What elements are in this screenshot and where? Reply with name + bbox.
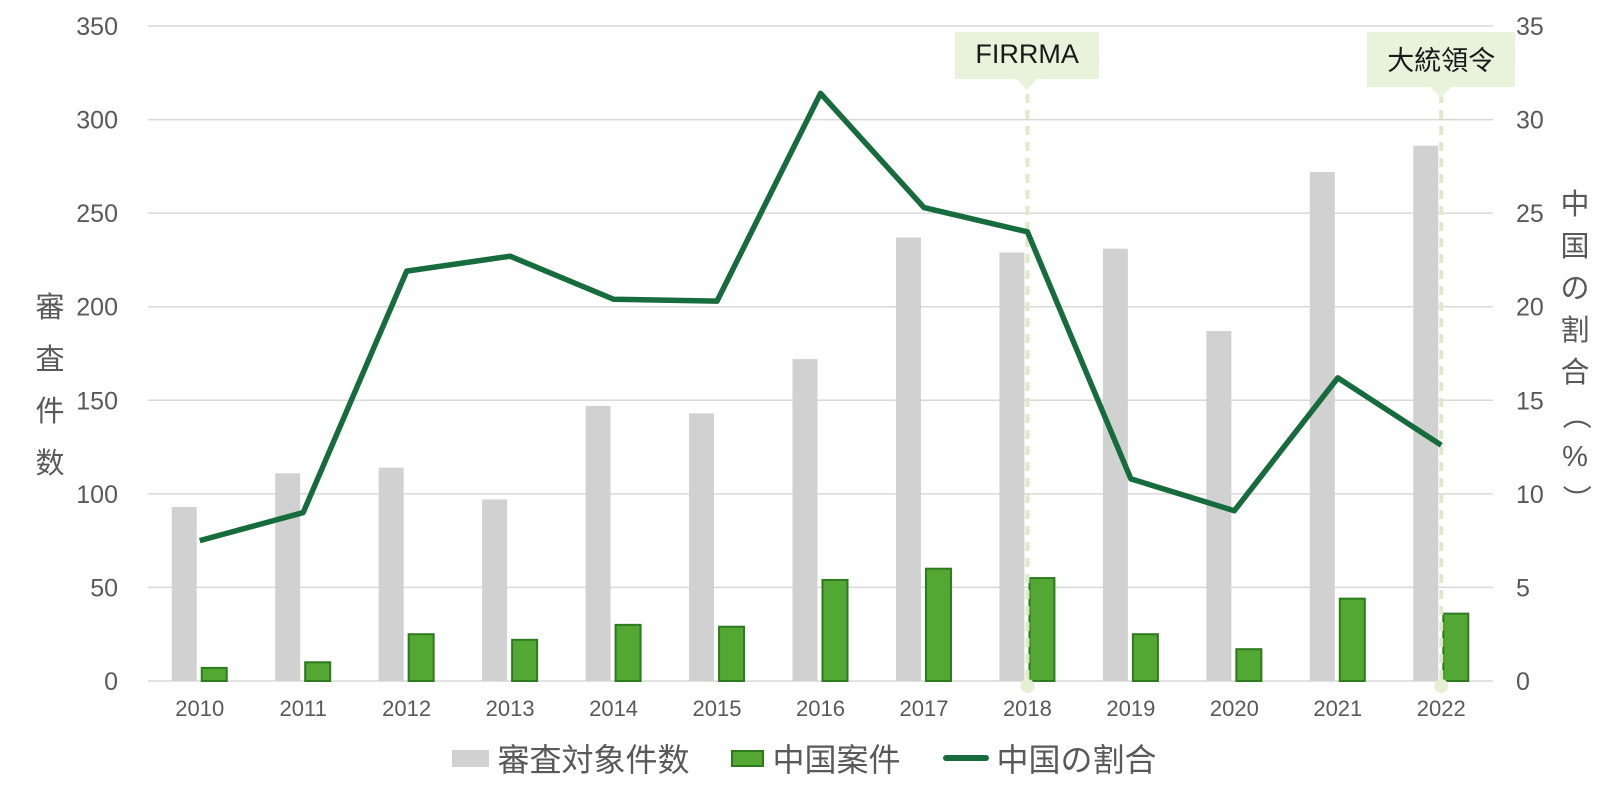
bar-reviewed-cases [1309, 171, 1335, 681]
left-axis-tick-label: 250 [76, 200, 118, 228]
bar-china-cases [614, 623, 642, 682]
bar-reviewed-cases [275, 473, 301, 681]
bar-china-cases [718, 625, 746, 683]
line-china-share [199, 90, 1443, 544]
x-axis-year-label: 2012 [382, 696, 431, 721]
x-axis-year-label: 2013 [486, 696, 535, 721]
legend-item-china-share: 中国の割合 [942, 735, 1157, 781]
bar-reviewed-cases [482, 499, 508, 681]
bar-reviewed-cases [792, 359, 818, 681]
bar-reviewed-cases [689, 413, 715, 681]
x-axis-year-label: 2017 [899, 696, 948, 721]
x-axis-year-label: 2015 [693, 696, 742, 721]
legend-item-china-cases: 中国案件 [731, 735, 901, 781]
axis-title-char: の [1560, 273, 1590, 305]
x-axis-year-label: 2021 [1313, 696, 1362, 721]
right-axis-tick-label: 0 [1516, 668, 1530, 696]
legend-label-reviewed-cases: 審査対象件数 [497, 742, 690, 778]
legend-swatch-gray-bar-icon [452, 749, 490, 767]
x-axis-year-label: 2020 [1210, 696, 1259, 721]
axis-title-char: % [1562, 441, 1588, 473]
legend-swatch-line-icon [942, 755, 989, 761]
left-axis-tick-label: 150 [76, 387, 118, 415]
bar-reviewed-cases [585, 405, 611, 681]
right-axis-title: 中国の割合 （% ） [1558, 184, 1592, 520]
bar-china-cases [1338, 597, 1366, 683]
axis-title-char: 国 [1560, 231, 1590, 263]
left-axis-tick-label: 50 [90, 574, 118, 602]
axis-title-char: 査 [35, 344, 65, 376]
annotation-pointer-down-icon [1430, 86, 1453, 98]
left-axis-tick-label: 0 [104, 668, 118, 696]
x-axis-year-label: 2018 [1003, 696, 1052, 721]
bar-reviewed-cases [378, 467, 404, 681]
annotation-executive-order-label: 大統領令 [1387, 46, 1496, 76]
axis-title-char: 数 [35, 448, 65, 480]
right-axis-tick-label: 30 [1516, 107, 1544, 135]
axis-title-char: 中 [1560, 189, 1590, 221]
bar-china-cases [200, 666, 228, 683]
annotation-pointer-down-icon [1016, 78, 1039, 90]
x-axis-year-label: 2010 [175, 696, 224, 721]
bar-reviewed-cases [895, 237, 921, 681]
axis-title-char: 合 [1560, 357, 1590, 389]
bar-china-cases [924, 567, 952, 683]
x-axis-year-label: 2011 [280, 696, 327, 721]
chart-legend: 審査対象件数 中国案件 中国の割合 [0, 735, 1609, 781]
right-axis-tick-label: 20 [1516, 294, 1544, 322]
legend-item-reviewed-cases: 審査対象件数 [452, 735, 689, 781]
axis-title-char: 審 [35, 292, 65, 324]
annotation-base-dot-icon [1020, 679, 1035, 693]
annotation-executive-order: 大統領令 [1367, 32, 1516, 98]
x-axis-year-label: 2016 [796, 696, 845, 721]
bar-china-cases [407, 633, 435, 683]
axis-title-char: 割 [1560, 315, 1590, 347]
bar-china-cases [1131, 633, 1159, 683]
bar-china-cases [1028, 577, 1056, 682]
left-axis-tick-label: 350 [76, 13, 118, 41]
x-axis-year-label: 2019 [1106, 696, 1155, 721]
annotation-firrma-label: FIRRMA [975, 39, 1079, 69]
legend-label-china-share: 中国の割合 [996, 742, 1157, 778]
x-axis-year-label: 2014 [589, 696, 638, 721]
right-axis-tick-label: 5 [1516, 574, 1530, 602]
annotation-firrma: FIRRMA [955, 32, 1099, 90]
annotation-base-dot-icon [1434, 679, 1449, 693]
x-axis-year-label: 2022 [1417, 696, 1466, 721]
axis-title-char: ） [1559, 484, 1591, 514]
bar-reviewed-cases [1413, 145, 1439, 681]
bar-reviewed-cases [999, 252, 1025, 681]
left-axis-title: 審査件数 [33, 282, 67, 490]
axis-title-char: 件 [35, 396, 65, 428]
legend-swatch-green-bar-icon [731, 749, 765, 767]
axis-title-char: （ [1559, 400, 1591, 430]
legend-label-china-cases: 中国案件 [772, 742, 901, 778]
right-axis-tick-label: 15 [1516, 387, 1544, 415]
left-axis-tick-label: 200 [76, 294, 118, 322]
bar-china-cases [1442, 612, 1470, 683]
left-axis-tick-label: 100 [76, 481, 118, 509]
bar-china-cases [1235, 648, 1263, 683]
bar-reviewed-cases [171, 506, 197, 681]
bar-china-cases [304, 661, 332, 682]
left-axis-tick-label: 300 [76, 107, 118, 135]
right-axis-tick-label: 10 [1516, 481, 1544, 509]
right-axis-tick-label: 35 [1516, 13, 1544, 41]
bar-china-cases [821, 578, 849, 683]
right-axis-tick-label: 25 [1516, 200, 1544, 228]
bar-china-cases [511, 638, 539, 682]
